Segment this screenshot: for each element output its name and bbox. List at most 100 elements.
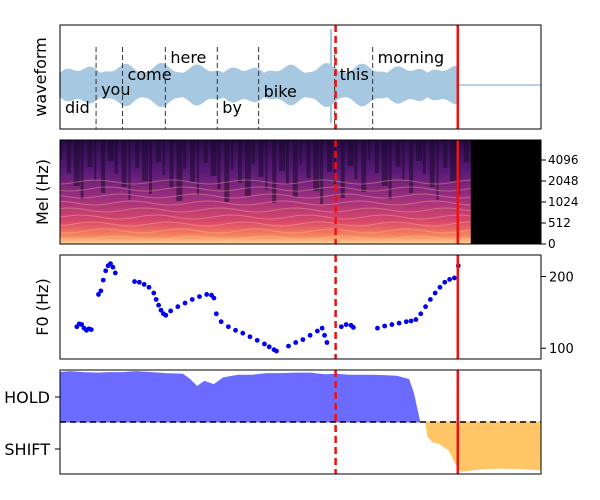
f0-point [254,337,260,343]
f0-point [108,261,113,267]
f0-point [141,282,147,287]
waveform-ylabel: waveform [31,37,50,117]
spectrogram-gap [251,140,255,164]
f0-point [204,292,210,297]
spectrogram-gap [422,140,426,174]
spectrogram-gap [409,140,414,193]
f0-y-axis: 100 200 [541,271,574,357]
spectrogram-gap [107,140,114,161]
f0-point [189,297,195,302]
word-label: morning [378,48,445,67]
spectrogram-gap [94,140,97,180]
mel-ylabel: Mel (Hz) [33,159,52,225]
mel-y-axis: 0 512 1024 2048 4096 [541,153,579,251]
spectrogram-gap [155,140,161,162]
f0-point [389,322,395,327]
spectrogram-gap [60,140,62,160]
turn-markers [334,370,460,474]
spectrogram-gap [101,140,106,193]
f0-point [293,340,299,345]
f0-point [403,319,409,325]
spectrogram-gap [416,140,423,161]
spectrogram-gap [265,140,268,190]
hold-area [59,371,421,423]
spectrogram-gap [169,140,174,188]
spectrogram-gap [224,140,230,202]
f0-point [163,312,169,318]
f0-point [112,270,118,276]
f0-point [182,300,188,306]
spectrogram-gap [203,140,208,163]
f0-point [79,322,85,327]
word-label: come [128,65,172,84]
spectrogram-gap [272,140,277,203]
f0-point [442,279,448,285]
spectrogram-gap [306,140,311,178]
formant-harmonic [60,228,471,234]
spectrogram-gap [135,140,140,168]
f0-point [324,340,330,345]
f0-point [351,325,356,330]
shift-tick: SHIFT [4,440,60,459]
f0-point [423,304,428,310]
mel-tick-label: 4096 [548,153,579,167]
f0-point [103,268,109,274]
f0-point [213,311,219,317]
word-label: by [222,98,242,117]
f0-point [338,324,344,330]
f0-point [432,290,438,296]
spectrogram-gap [450,140,457,181]
formant-harmonic [60,179,471,185]
spectrogram-gap [354,140,358,179]
spectrogram-gap [231,140,234,170]
shift-area [425,421,542,472]
f0-point [197,294,202,299]
f0-point [286,343,291,349]
spectrogram-gap [388,140,392,199]
hold-tick: HOLD [4,388,60,407]
hold-label: HOLD [4,388,50,407]
f0-point [319,325,325,331]
f0-point [156,302,162,308]
spectrogram-gap [381,140,388,186]
spectrogram-gap [368,140,371,160]
f0-point [413,317,419,322]
formant-harmonic [60,235,471,241]
f0-point [96,292,101,297]
spectrogram-gap [320,140,324,204]
spectrogram-gap [361,140,367,192]
spectrogram-gap [176,140,183,201]
f0-point [247,334,253,340]
f0-point [240,330,246,336]
spectrogram-gap [114,140,118,174]
turn-markers [334,140,460,244]
f0-point [218,319,224,325]
f0-point [132,279,137,284]
spectrogram-gap [66,140,71,173]
f0-point [88,327,94,332]
turn-taking-panel: HOLD SHIFT [4,369,542,475]
spectrogram-gap [258,140,264,177]
spectrogram-gap [292,140,298,197]
f0-point [98,288,104,294]
word-label: did [65,98,90,117]
f0-point [300,337,306,343]
spectrogram-gap [73,140,80,186]
f0-point [168,308,174,314]
turn-markers [334,255,460,359]
spectrogram-gap [142,140,149,181]
f0-tick-label: 100 [549,342,574,357]
f0-point [266,344,272,350]
pitch-panel: 100 200 F0 (Hz) [33,254,574,360]
spectrogram-gap [183,140,187,169]
f0-point [100,277,106,283]
spectrogram-gap [279,140,286,171]
f0-point [151,290,157,296]
mel-tick-label: 512 [548,216,571,230]
spectrogram-gap [327,140,333,172]
spectrogram-gap [313,140,320,191]
spectrogram-gap [162,140,165,175]
spectrogram-gap [395,140,401,167]
word-label: bike [264,82,297,101]
